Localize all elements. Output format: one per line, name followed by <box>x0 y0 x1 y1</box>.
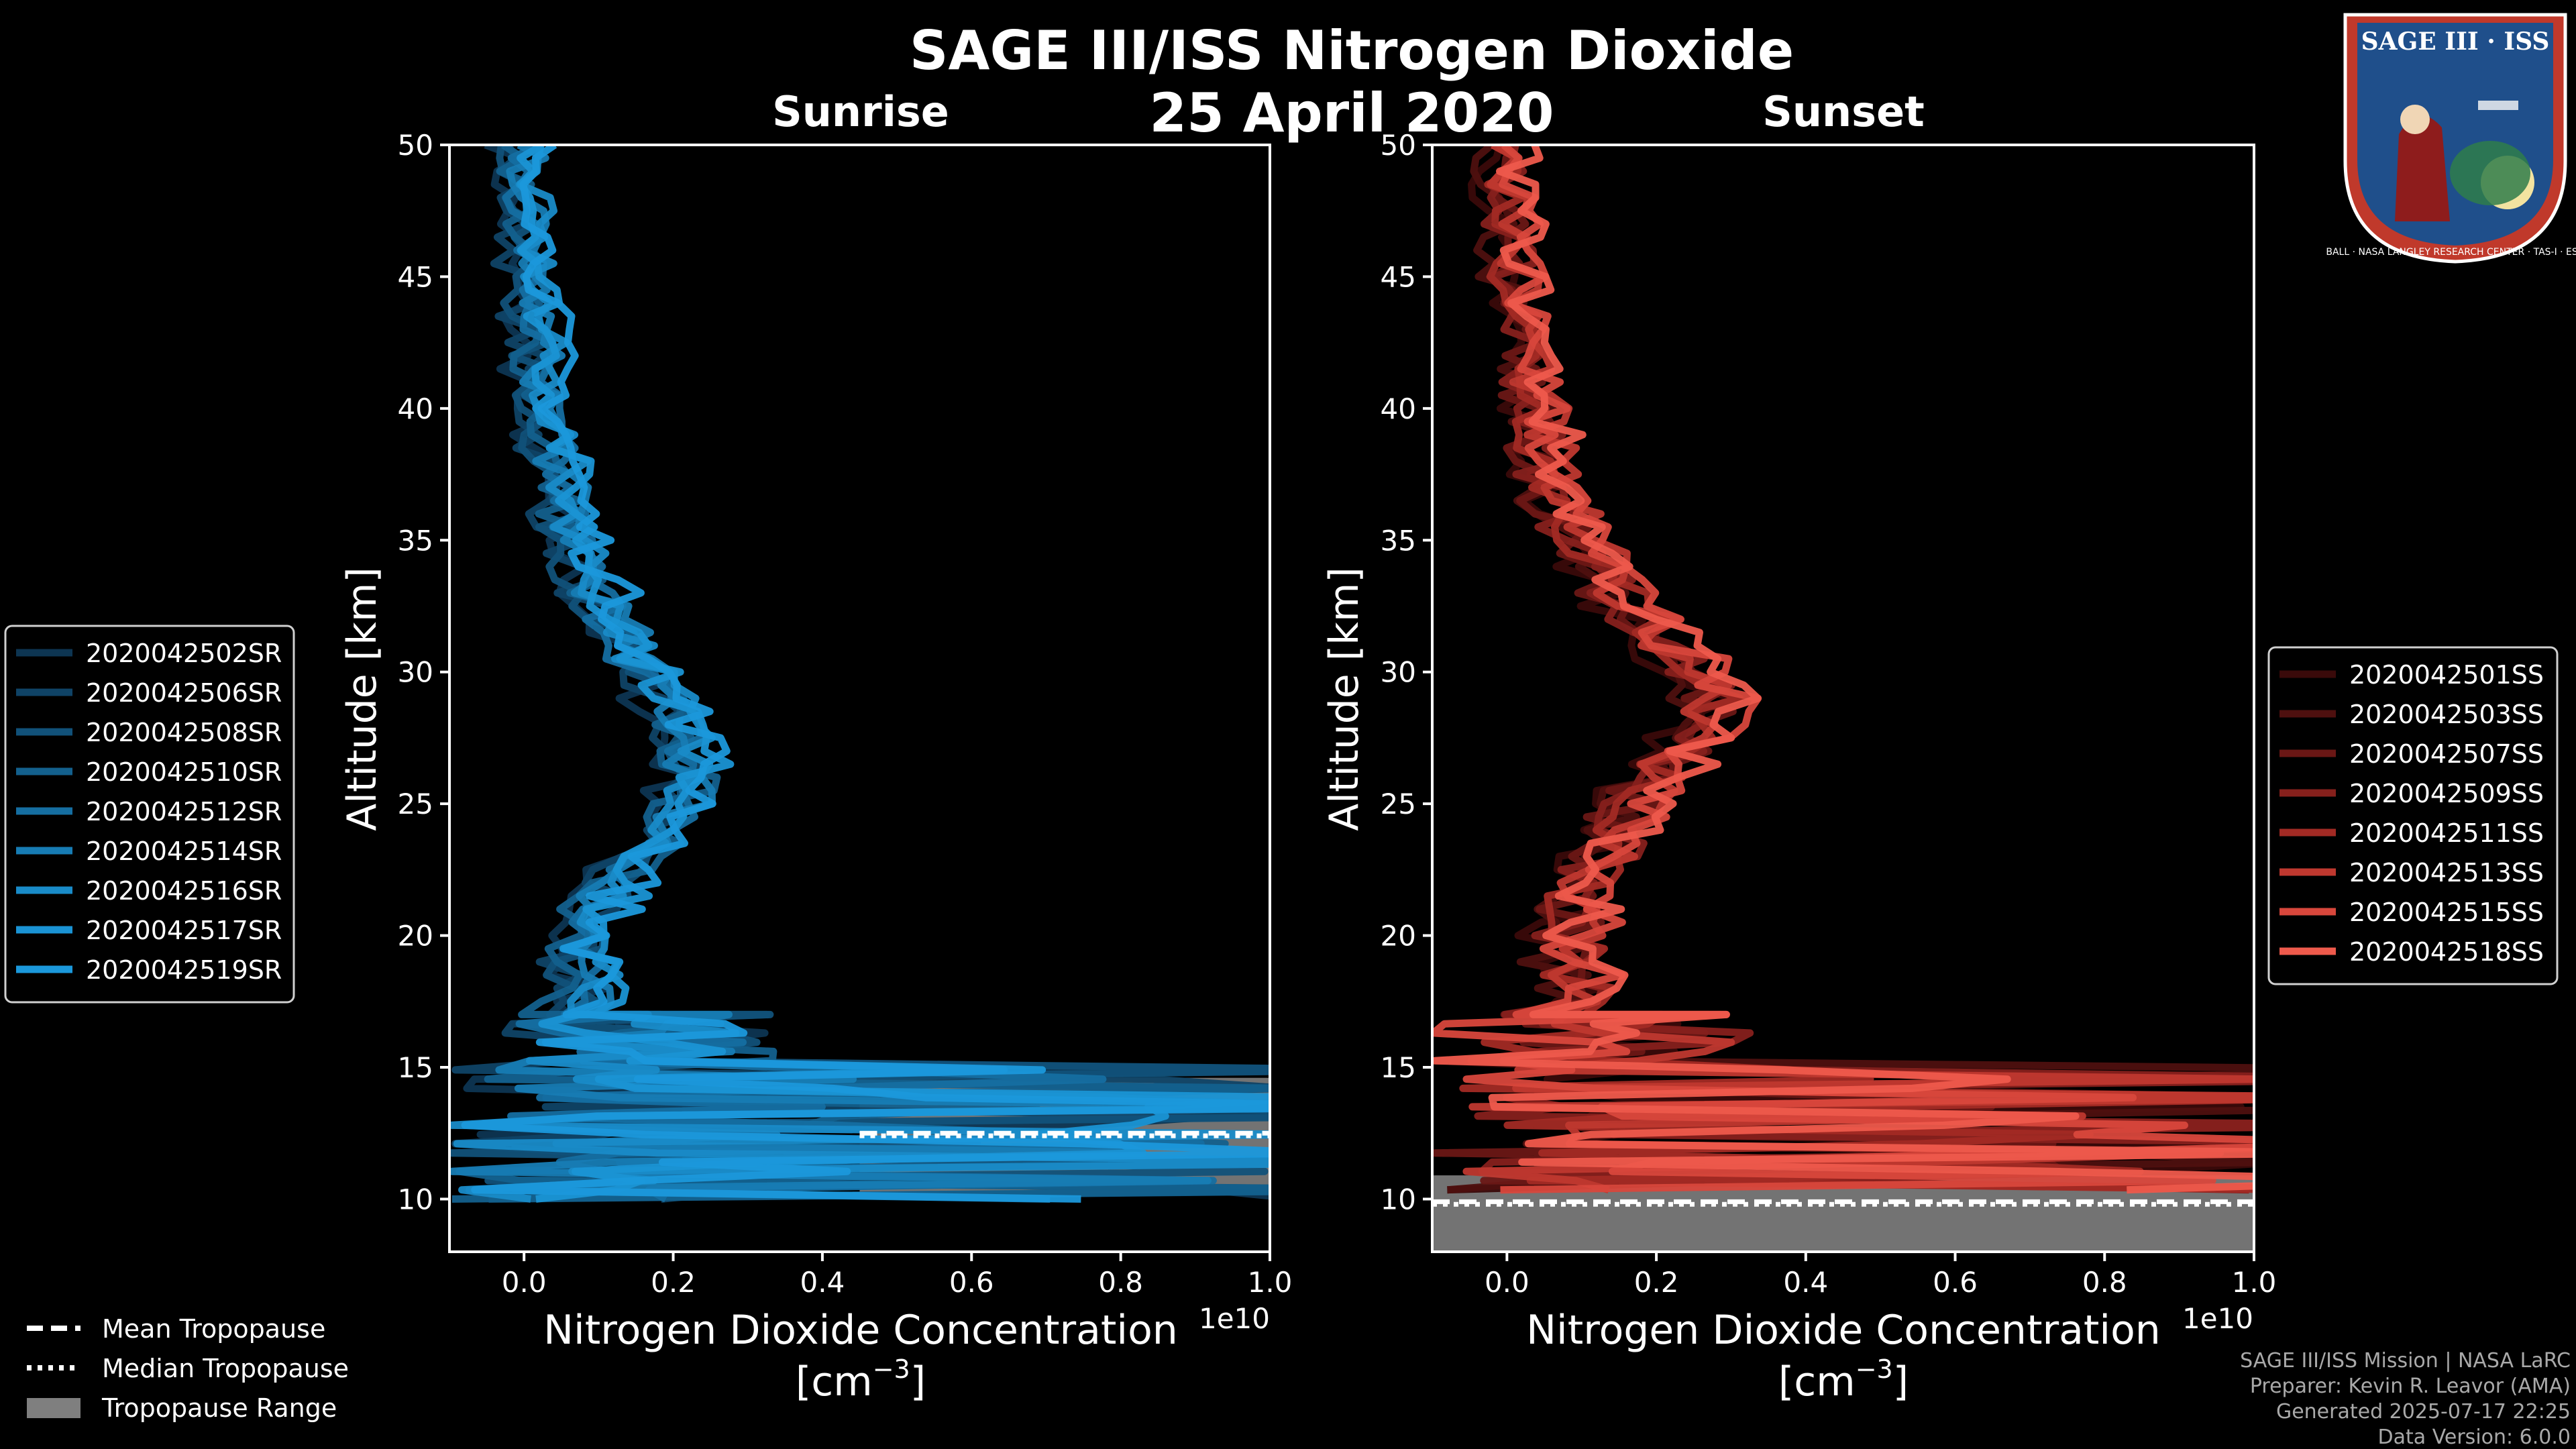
logo-header-band <box>2357 23 2553 55</box>
y-tick-label: 30 <box>1381 656 1416 689</box>
credit-data-version: Data Version: 6.0.0 <box>2378 1426 2571 1449</box>
logo-figure-icon <box>2395 115 2450 221</box>
x-tick-label: 1.0 <box>2232 1266 2277 1299</box>
credit-generated: Generated 2025-07-17 22:25 <box>2276 1400 2571 1424</box>
credits-block: SAGE III/ISS Mission | NASA LaRC Prepare… <box>2240 1349 2571 1449</box>
x-tick-label: 0.8 <box>2082 1266 2127 1299</box>
legend-swatch-tropopause-range <box>27 1398 80 1418</box>
legend-label-2020042506SR: 2020042506SR <box>86 678 282 708</box>
sunset-profile-lines <box>1432 145 2254 1194</box>
y-tick-label: 40 <box>1381 392 1416 425</box>
credit-preparer: Preparer: Kevin R. Leavor (AMA) <box>2250 1375 2571 1398</box>
x-tick-label: 0.4 <box>1783 1266 1828 1299</box>
y-tick-label: 35 <box>398 524 433 557</box>
sunset-x-axis-label: Nitrogen Dioxide Concentration <box>1526 1307 2161 1354</box>
sunrise-y-axis-label: Altitude [km] <box>339 567 386 831</box>
sunset-x-ticks: 0.0 0.2 0.4 0.6 0.8 1.0 <box>1485 1252 2276 1299</box>
tropopause-legend: Mean Tropopause Median Tropopause Tropopau… <box>27 1314 349 1423</box>
y-tick-label: 20 <box>398 920 433 953</box>
legend-label-2020042513SS: 2020042513SS <box>2349 858 2544 888</box>
y-tick-label: 10 <box>1381 1183 1416 1216</box>
figure-title: SAGE III/ISS Nitrogen Dioxide <box>910 19 1794 82</box>
figure-date: 25 April 2020 <box>1149 82 1554 144</box>
legend-label-2020042511SS: 2020042511SS <box>2349 818 2544 848</box>
y-tick-label: 45 <box>398 260 433 293</box>
x-tick-label: 1.0 <box>1248 1266 1293 1299</box>
x-tick-label: 0.6 <box>1933 1266 1978 1299</box>
x-tick-label: 0.8 <box>1098 1266 1143 1299</box>
legend-label-2020042515SS: 2020042515SS <box>2349 898 2544 927</box>
legend-label-2020042503SS: 2020042503SS <box>2349 700 2544 729</box>
legend-label-2020042507SS: 2020042507SS <box>2349 739 2544 769</box>
profile-line-2020042513SS <box>1462 145 2254 1193</box>
y-tick-label: 25 <box>1381 788 1416 820</box>
logo-ring-text: BALL · NASA LANGLEY RESEARCH CENTER · TA… <box>2326 247 2576 258</box>
credit-mission: SAGE III/ISS Mission | NASA LaRC <box>2240 1349 2571 1373</box>
profile-line-2020042518SS <box>1432 145 2254 1194</box>
sunrise-legend: 2020042502SR 2020042506SR 2020042508SR 2020… <box>4 625 295 1004</box>
legend-label-2020042517SR: 2020042517SR <box>86 916 282 945</box>
y-tick-label: 15 <box>398 1051 433 1084</box>
sunset-x-axis-unit: [cm−3] <box>1778 1354 1909 1405</box>
legend-label-tropopause: Median Tropopause <box>102 1354 349 1383</box>
y-tick-label: 10 <box>398 1183 433 1216</box>
y-tick-label: 30 <box>398 656 433 689</box>
y-tick-label: 40 <box>398 392 433 425</box>
y-tick-label: 20 <box>1381 920 1416 953</box>
sunrise-panel: 0.0 0.2 0.4 0.6 0.8 1.0 10 15 20 25 30 35 40 45 50 Ni… <box>339 129 1293 1405</box>
legend-label-2020042514SR: 2020042514SR <box>86 837 282 866</box>
x-tick-label: 0.0 <box>502 1266 547 1299</box>
sunrise-x-axis-unit: [cm−3] <box>796 1354 926 1405</box>
sunset-axes-frame <box>1431 144 2255 1253</box>
sunset-legend-frame <box>2267 646 2559 985</box>
sunrise-x-ticks: 0.0 0.2 0.4 0.6 0.8 1.0 <box>502 1252 1293 1299</box>
sunset-y-axis-label: Altitude [km] <box>1321 567 1368 831</box>
x-tick-label: 0.2 <box>1634 1266 1679 1299</box>
y-tick-label: 50 <box>398 129 433 162</box>
logo-figure-head-icon <box>2400 105 2430 134</box>
legend-label-2020042501SS: 2020042501SS <box>2349 660 2544 690</box>
legend-label-2020042509SS: 2020042509SS <box>2349 779 2544 808</box>
logo-header-text: SAGE III · ISS <box>2361 28 2550 56</box>
sunset-x-offset-label: 1e10 <box>2182 1302 2253 1335</box>
y-tick-label: 25 <box>398 788 433 820</box>
x-tick-label: 0.2 <box>651 1266 696 1299</box>
legend-label-2020042512SR: 2020042512SR <box>86 797 282 826</box>
sunrise-y-ticks: 10 15 20 25 30 35 40 45 50 <box>398 129 449 1216</box>
legend-label-2020042518SS: 2020042518SS <box>2349 937 2544 967</box>
logo-shield-field <box>2357 55 2553 246</box>
sunrise-x-axis-label: Nitrogen Dioxide Concentration <box>543 1307 1178 1354</box>
y-tick-label: 15 <box>1381 1051 1416 1084</box>
y-tick-label: 45 <box>1381 260 1416 293</box>
sunrise-panel-title: Sunrise <box>772 87 949 136</box>
logo-station-icon <box>2478 101 2518 110</box>
x-tick-label: 0.6 <box>949 1266 994 1299</box>
legend-label-tropopause: Mean Tropopause <box>102 1314 325 1344</box>
legend-label-2020042508SR: 2020042508SR <box>86 718 282 747</box>
sage-iii-iss-mission-logo: SAGE III · ISS BALL · NASA LANGLEY RESEA… <box>2326 13 2576 264</box>
x-tick-label: 0.0 <box>1485 1266 1529 1299</box>
sunset-y-ticks: 10 15 20 25 30 35 40 45 50 <box>1381 129 1432 1216</box>
legend-label-2020042502SR: 2020042502SR <box>86 639 282 668</box>
sunset-legend: 2020042501SS 2020042503SS 2020042507SS 2020… <box>2267 646 2559 985</box>
x-tick-label: 0.4 <box>800 1266 845 1299</box>
y-tick-label: 35 <box>1381 524 1416 557</box>
logo-earth-icon <box>2450 141 2530 205</box>
profile-line-2020042519SR <box>461 145 1270 1203</box>
y-tick-label: 50 <box>1381 129 1416 162</box>
legend-label-2020042516SR: 2020042516SR <box>86 876 282 906</box>
sunrise-x-offset-label: 1e10 <box>1199 1302 1270 1335</box>
legend-label-2020042519SR: 2020042519SR <box>86 955 282 985</box>
sunrise-axes-frame <box>448 144 1271 1253</box>
sunrise-legend-frame <box>4 625 295 1004</box>
sunrise-profile-lines <box>449 145 1270 1203</box>
legend-label-2020042510SR: 2020042510SR <box>86 757 282 787</box>
sunset-panel-title: Sunset <box>1762 87 1925 136</box>
sunset-panel: 0.0 0.2 0.4 0.6 0.8 1.0 10 15 20 25 30 35 40 45 50 Ni… <box>1321 129 2276 1405</box>
legend-label-tropopause: Tropopause Range <box>101 1393 337 1423</box>
